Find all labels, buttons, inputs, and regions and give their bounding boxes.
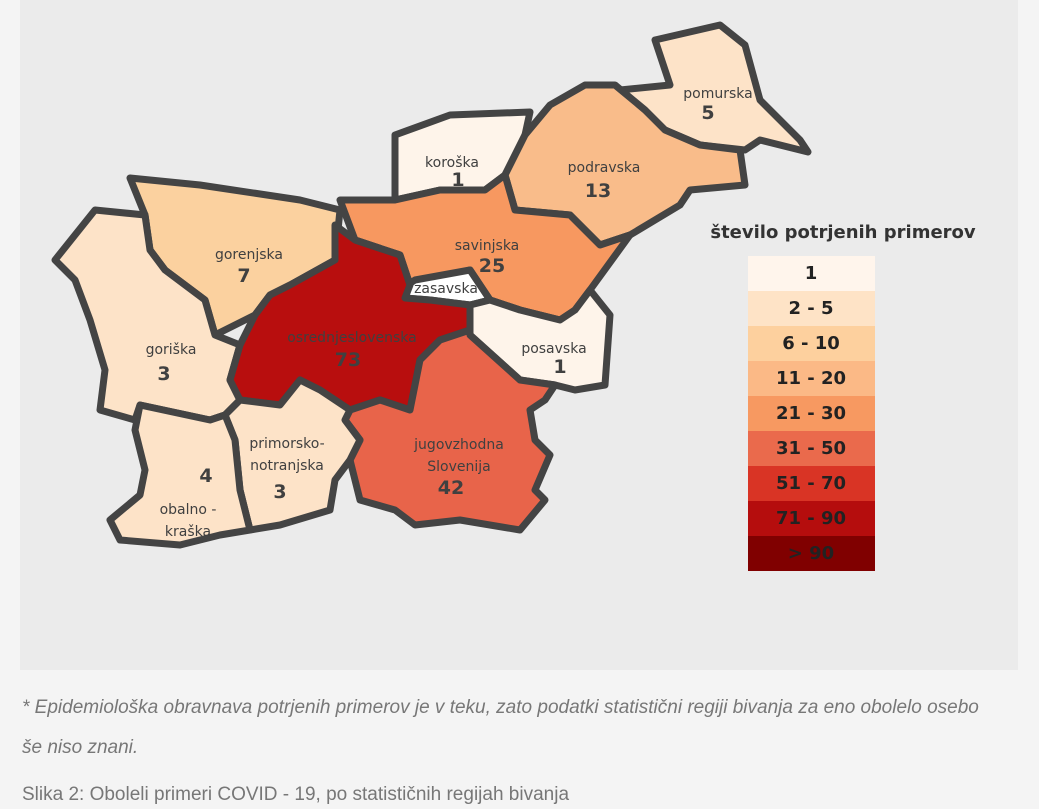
legend-title: število potrjenih primerov <box>710 222 976 243</box>
legend-label: 71 - 90 <box>776 508 846 529</box>
region-name: zasavska <box>414 281 478 297</box>
legend-label: 51 - 70 <box>776 473 846 494</box>
legend-swatch <box>748 361 875 396</box>
region-name: koroška <box>425 155 479 171</box>
legend-swatch <box>748 501 875 536</box>
region-name: osrednjeslovenska <box>287 330 416 346</box>
caption: Slika 2: Oboleli primeri COVID - 19, po … <box>22 784 570 805</box>
region-value: 4 <box>199 465 212 487</box>
legend-label: 31 - 50 <box>776 438 846 459</box>
footnote: * Epidemiološka obravnava potrjenih prim… <box>22 697 979 758</box>
region-value: 73 <box>335 349 361 371</box>
legend-swatch <box>748 466 875 501</box>
region-value: 42 <box>438 477 464 499</box>
region-value: 13 <box>585 180 611 202</box>
region-value: 1 <box>553 356 566 378</box>
legend-label: 11 - 20 <box>776 368 846 389</box>
region-name: Slovenija <box>427 459 490 475</box>
region-name: goriška <box>146 342 197 358</box>
region-name: primorsko- <box>249 436 324 452</box>
region-name: gorenjska <box>215 247 283 263</box>
legend-label: 2 - 5 <box>788 298 833 319</box>
region-name: pomurska <box>683 86 752 102</box>
region-name: savinjska <box>455 238 520 254</box>
region-value: 7 <box>237 265 250 287</box>
region-name: notranjska <box>250 458 324 474</box>
region-name: obalno - <box>160 502 217 518</box>
region-name: kraška <box>165 524 211 540</box>
legend-swatch <box>748 326 875 361</box>
legend-swatch <box>748 396 875 431</box>
legend-label: 21 - 30 <box>776 403 846 424</box>
region-name: posavska <box>521 341 586 357</box>
legend-swatch <box>748 431 875 466</box>
region-name: jugovzhodna <box>413 437 504 453</box>
legend-swatch <box>748 536 875 571</box>
region <box>106 401 254 549</box>
region-value: 5 <box>701 102 714 124</box>
legend-label: > 90 <box>788 543 834 564</box>
region-name: podravska <box>568 160 641 176</box>
region-value: 3 <box>157 363 170 385</box>
legend-label: 6 - 10 <box>782 333 840 354</box>
legend-swatch <box>748 256 875 291</box>
legend-label: 1 <box>805 263 818 284</box>
region <box>341 326 559 534</box>
region-value: 1 <box>451 169 464 191</box>
legend-swatch <box>748 291 875 326</box>
region-value: 3 <box>273 481 286 503</box>
region-value: 25 <box>479 255 505 277</box>
